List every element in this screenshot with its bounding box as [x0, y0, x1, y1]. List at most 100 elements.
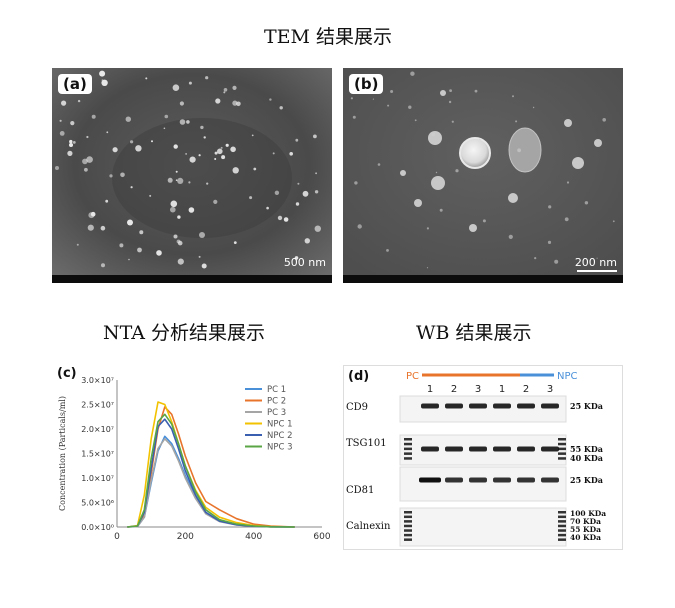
nta-chart-svg: (c) 0.0×10⁰ 5.0×10⁶ 1.0×10⁷ 1.5×10⁷ 2.0×10⁷ 2.… — [57, 366, 331, 542]
y-axis-label: Concentration (Particals/ml) — [58, 396, 67, 511]
wb-title: WB 结果展示 — [416, 322, 532, 344]
vesicle-particle — [135, 145, 142, 152]
vesicle-particle — [198, 154, 201, 157]
vesicle-particle — [128, 258, 130, 261]
vesicle-particle — [584, 201, 589, 205]
blot-strip — [399, 395, 567, 423]
vesicle-particle — [101, 263, 105, 268]
ladder-band — [558, 511, 566, 514]
vesicle-particle — [179, 119, 186, 125]
vesicle-particle — [201, 263, 207, 269]
vesicle-particle — [386, 249, 389, 252]
kda-label: 100 KDa — [570, 509, 606, 518]
vesicle-particle — [175, 179, 178, 181]
vesicle-particle — [377, 163, 381, 166]
nta-title: NTA 分析结果展示 — [103, 322, 266, 344]
vesicle-particle — [203, 136, 206, 139]
lane-number: 3 — [547, 384, 553, 395]
ladder-band — [558, 529, 566, 532]
vesicle-particle — [532, 106, 535, 109]
vesicle-particle — [283, 217, 289, 222]
vesicle-particle — [225, 143, 229, 147]
vesicle-particle — [205, 76, 209, 80]
vesicle-particle — [213, 199, 218, 204]
vesicle-particle — [106, 131, 109, 134]
ladder-band — [404, 511, 412, 514]
x-tick-label: 600 — [313, 532, 330, 542]
vesicle-particle — [566, 181, 570, 184]
vesicle-particle — [304, 238, 310, 244]
protein-label: CD9 — [346, 402, 368, 413]
protein-band — [445, 477, 463, 483]
info-bar-b — [343, 275, 623, 283]
vesicle-particle — [188, 181, 191, 184]
vesicle-particle — [70, 121, 75, 126]
ladder-band — [558, 438, 566, 441]
legend-label: PC 3 — [267, 408, 286, 418]
vesicle-particle — [469, 224, 477, 232]
ladder-band — [558, 524, 566, 528]
vesicle-particle — [189, 156, 196, 163]
vesicle-particle — [440, 90, 446, 96]
vesicle-particle — [99, 70, 106, 77]
vesicle-particle — [206, 182, 209, 185]
legend-label: NPC 1 — [267, 420, 293, 430]
tem-micrograph-a — [52, 68, 332, 283]
vesicle-particle — [547, 240, 552, 244]
vesicle-particle — [352, 115, 356, 119]
vesicle-particle — [164, 114, 169, 119]
vesicle-particle — [512, 95, 514, 98]
ladder-band — [404, 538, 412, 541]
kda-label: 40 KDa — [570, 533, 601, 542]
vesicle-particle — [251, 134, 254, 137]
panel-label-c: (c) — [57, 366, 77, 381]
kda-label: 40 KDa — [570, 453, 603, 463]
vesicle-particle — [90, 211, 96, 217]
vesicle-particle — [400, 170, 406, 176]
vesicle-particle — [125, 116, 131, 122]
vesicle-particle — [170, 206, 176, 213]
y-tick-label: 1.0×10⁷ — [81, 474, 114, 483]
vesicle-particle — [233, 241, 237, 245]
tem-micrograph-b — [343, 68, 623, 283]
lane-number: 1 — [499, 384, 505, 395]
vesicle-particle — [564, 217, 569, 222]
vesicle-particle — [314, 225, 321, 232]
vesicle-particle — [554, 259, 559, 264]
lane-number: 2 — [451, 384, 457, 395]
vesicle-particle — [175, 170, 178, 173]
vesicle-particle — [517, 148, 521, 153]
vesicle-particle — [186, 120, 190, 124]
y-tick-label: 2.0×10⁷ — [81, 425, 114, 434]
vesicle-particle — [448, 100, 452, 104]
vesicle-particle — [214, 151, 218, 155]
ladder-band — [558, 533, 566, 537]
legend-label: NPC 2 — [267, 431, 293, 441]
kda-label: 55 KDa — [570, 444, 603, 454]
vesicle-particle — [59, 119, 62, 122]
info-bar-a — [52, 275, 332, 283]
vesicle-particle — [451, 120, 454, 123]
vesicle-particle — [173, 234, 178, 239]
vesicle-particle — [372, 98, 374, 100]
x-tick-label: 0 — [114, 532, 120, 542]
vesicle-particle — [137, 247, 142, 253]
vesicle-particle — [69, 139, 73, 144]
kda-label: 55 KDa — [570, 525, 601, 534]
vesicle-particle — [69, 143, 73, 147]
ladder-band — [404, 524, 412, 528]
vesicle-particle — [354, 181, 358, 185]
kda-label: 25 KDa — [570, 401, 603, 411]
ladder-band — [404, 452, 412, 455]
vesicle-particle — [198, 255, 201, 258]
protein-band — [421, 446, 439, 452]
vesicle-particle — [105, 199, 109, 203]
vesicle-particle — [289, 152, 293, 156]
vesicle-particle — [482, 219, 486, 223]
vesicle-particle — [167, 177, 173, 183]
vesicle-particle — [294, 256, 299, 260]
protein-band — [541, 446, 559, 452]
vesicle-particle — [179, 101, 184, 106]
ladder-band — [558, 452, 566, 455]
